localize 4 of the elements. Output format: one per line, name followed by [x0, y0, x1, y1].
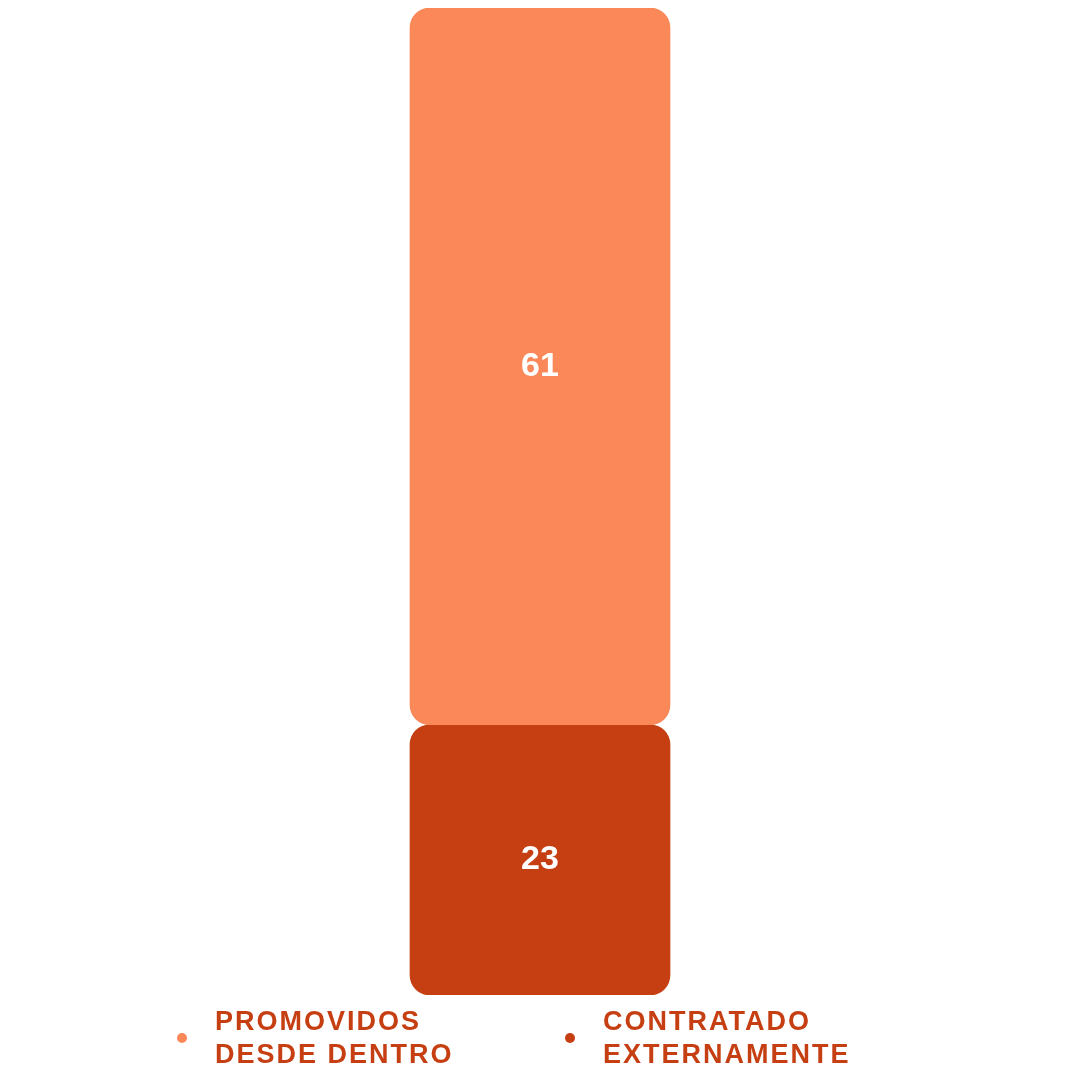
data-label: 61 [521, 344, 559, 383]
legend-label: PROMOVIDOS DESDE DENTRO [215, 1005, 455, 1071]
legend-label: CONTRATADO EXTERNAMENTE [603, 1005, 852, 1071]
data-label: 23 [521, 838, 559, 877]
